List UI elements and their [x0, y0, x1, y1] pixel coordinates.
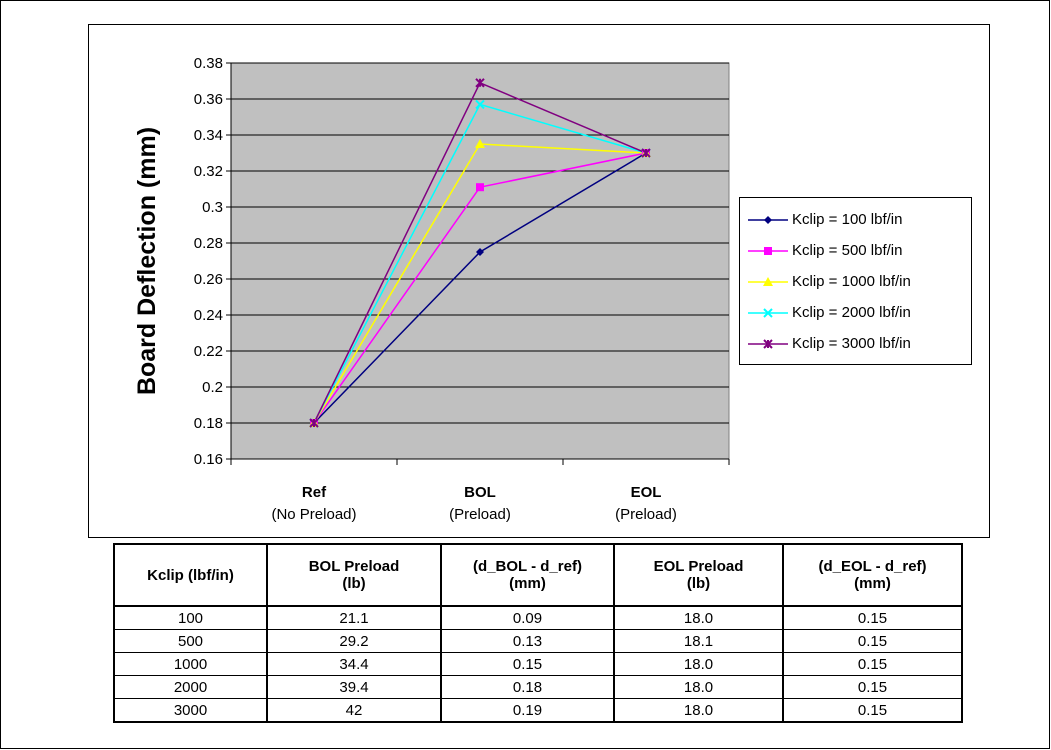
x-tick-label: EOL [631, 484, 662, 501]
table-cell: 39.4 [266, 675, 442, 699]
legend-label: Kclip = 500 lbf/in [792, 242, 903, 259]
table-cell: 100 [113, 605, 268, 630]
legend-item: Kclip = 3000 lbf/in [746, 328, 971, 359]
legend-item: Kclip = 500 lbf/in [746, 235, 971, 266]
table-cell: 0.13 [440, 629, 615, 653]
x-tick-label: BOL [464, 484, 496, 501]
table-cell: 0.15 [440, 652, 615, 676]
table-row: 3000 42 0.19 18.0 0.15 [113, 698, 963, 723]
header-line1: (d_EOL - d_ref) [818, 558, 927, 575]
table-cell: 18.0 [613, 698, 784, 723]
x-tick-sublabel: (No Preload) [271, 506, 356, 523]
data-point [475, 99, 485, 110]
legend-label: Kclip = 1000 lbf/in [792, 273, 911, 290]
legend-label: Kclip = 2000 lbf/in [792, 304, 911, 321]
deflection-chart: 0.16 0.18 0.2 0.22 0.24 0.26 0.28 0.3 0.32 0.34 0.… [133, 55, 730, 523]
x-tick-sublabel: (Preload) [449, 506, 511, 523]
header-line1: Kclip (lbf/in) [147, 566, 234, 584]
table-cell: 0.15 [782, 698, 963, 723]
table-header-cell: (d_BOL - d_ref) (mm) [440, 543, 615, 607]
table-cell: 0.19 [440, 698, 615, 723]
table-cell: 29.2 [266, 629, 442, 653]
table-body: 100 21.1 0.09 18.0 0.15 500 29.2 0.13 18.1 0.15 10… [113, 605, 963, 723]
legend: Kclip = 100 lbf/in Kclip = 500 lbf/in Kcli… [739, 197, 972, 365]
legend-item: Kclip = 1000 lbf/in [746, 266, 971, 297]
table-row: 2000 39.4 0.18 18.0 0.15 [113, 675, 963, 699]
table-cell: 18.0 [613, 675, 784, 699]
x-tick-sublabel: (Preload) [615, 506, 677, 523]
table-cell: 0.18 [440, 675, 615, 699]
legend-item: Kclip = 100 lbf/in [746, 204, 971, 235]
legend-swatch [748, 276, 788, 286]
y-tick-label: 0.38 [194, 55, 223, 72]
table-row: 100 21.1 0.09 18.0 0.15 [113, 605, 963, 630]
data-point [309, 418, 319, 428]
table-cell: 0.15 [782, 652, 963, 676]
table-cell: 500 [113, 629, 268, 653]
table-header-cell: Kclip (lbf/in) [113, 543, 268, 607]
data-point [475, 139, 485, 148]
table-header-row: Kclip (lbf/in) BOL Preload (lb) (d_BOL - d_… [113, 543, 963, 607]
header-line2: (mm) [854, 575, 891, 592]
y-tick-label: 0.24 [194, 307, 223, 324]
table-cell: 3000 [113, 698, 268, 723]
table-cell: 0.15 [782, 629, 963, 653]
table-cell: 2000 [113, 675, 268, 699]
preload-table: Kclip (lbf/in) BOL Preload (lb) (d_BOL - d_… [113, 543, 963, 723]
x-tick-label: Ref [302, 484, 327, 501]
table-header-cell: BOL Preload (lb) [266, 543, 442, 607]
table-cell: 21.1 [266, 605, 442, 630]
chart-area: 0.16 0.18 0.2 0.22 0.24 0.26 0.28 0.3 0.32 0.34 0.… [88, 24, 990, 538]
header-line2: (lb) [686, 575, 711, 592]
data-point [476, 248, 484, 256]
legend-swatch [748, 246, 788, 255]
table-cell: 18.0 [613, 652, 784, 676]
y-tick-label: 0.3 [202, 199, 223, 216]
table-header-cell: (d_EOL - d_ref) (mm) [782, 543, 963, 607]
header-line1: BOL Preload [308, 558, 400, 575]
y-axis-label: Board Deflection (mm) [133, 127, 161, 395]
legend-item: Kclip = 2000 lbf/in [746, 297, 971, 328]
legend-label: Kclip = 3000 lbf/in [792, 335, 911, 352]
legend-label: Kclip = 100 lbf/in [792, 211, 903, 228]
table-cell: 18.1 [613, 629, 784, 653]
y-tick-label: 0.36 [194, 91, 223, 108]
table-cell: 34.4 [266, 652, 442, 676]
legend-swatch [748, 215, 788, 224]
table-cell: 42 [266, 698, 442, 723]
table-cell: 0.15 [782, 675, 963, 699]
header-line1: EOL Preload [653, 558, 744, 575]
y-tick-label: 0.26 [194, 271, 223, 288]
table-cell: 0.09 [440, 605, 615, 630]
data-point [475, 78, 485, 88]
data-point [641, 148, 651, 158]
y-tick-label: 0.28 [194, 235, 223, 252]
header-line1: (d_BOL - d_ref) [473, 558, 582, 575]
legend-swatch [748, 307, 788, 318]
y-tick-label: 0.18 [194, 415, 223, 432]
data-point [476, 183, 484, 192]
table-row: 1000 34.4 0.15 18.0 0.15 [113, 652, 963, 676]
table-cell: 18.0 [613, 605, 784, 630]
y-tick-label: 0.2 [202, 379, 223, 396]
table-row: 500 29.2 0.13 18.1 0.15 [113, 629, 963, 653]
y-tick-label: 0.22 [194, 343, 223, 360]
header-line2: (lb) [342, 575, 366, 592]
table-header-cell: EOL Preload (lb) [613, 543, 784, 607]
y-tick-label: 0.32 [194, 163, 223, 180]
y-tick-label: 0.16 [194, 451, 223, 468]
table-cell: 1000 [113, 652, 268, 676]
y-tick-label: 0.34 [194, 127, 223, 144]
legend-swatch [748, 338, 788, 349]
table-cell: 0.15 [782, 605, 963, 630]
header-line2: (mm) [509, 575, 546, 592]
plot-background [230, 62, 730, 460]
